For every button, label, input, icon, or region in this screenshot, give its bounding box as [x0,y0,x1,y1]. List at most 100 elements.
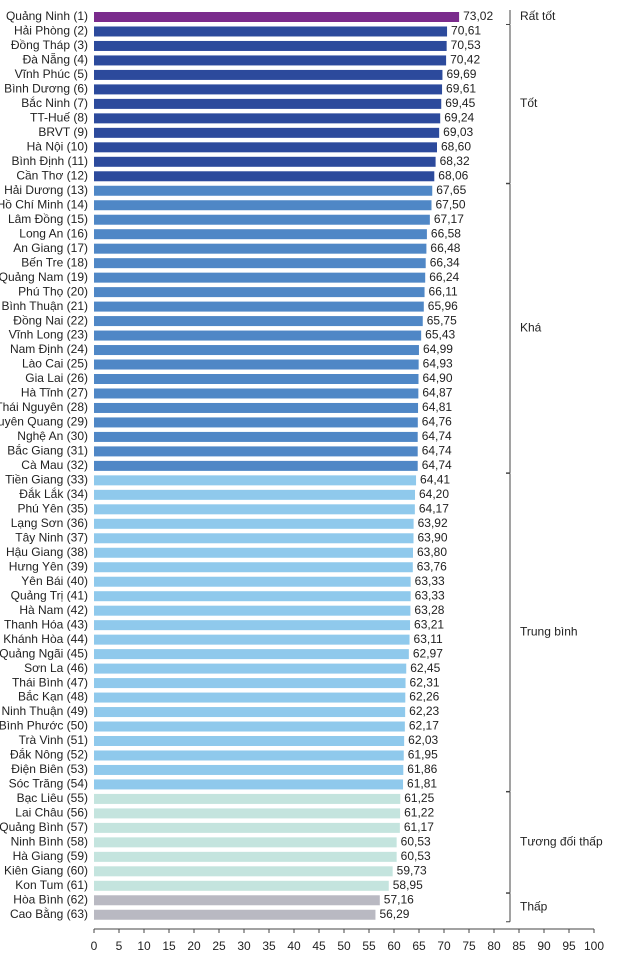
bar [94,851,397,862]
bar [94,243,427,254]
category-label: Điện Biên (53) [11,762,88,776]
category-label: Quảng Trị (41) [11,588,88,602]
bar [94,330,422,341]
bar [94,272,426,283]
bar [94,26,448,37]
group-label: Khá [520,320,542,334]
bar [94,55,447,66]
x-tick-label: 65 [412,939,426,953]
category-label: Ninh Bình (58) [11,835,88,849]
group-label: Rất tốt [520,9,556,23]
value-label: 62,26 [409,690,439,704]
category-label: Phú Yên (35) [18,501,89,515]
value-label: 64,90 [423,371,453,385]
bar [94,562,413,573]
x-tick-label: 25 [212,939,226,953]
bar [94,909,376,920]
bar [94,12,460,22]
bar [94,634,410,645]
bar [94,258,426,269]
bar [94,837,397,848]
value-label: 66,48 [430,241,460,255]
category-label: Quảng Ninh (1) [6,9,88,23]
bar [94,779,404,790]
bar [94,489,415,500]
value-label: 69,61 [446,82,476,96]
x-tick-label: 50 [337,939,351,953]
x-tick-label: 75 [462,939,476,953]
bar [94,359,419,370]
value-label: 69,69 [446,67,476,81]
value-label: 67,65 [436,183,466,197]
category-label: Phú Thọ (20) [18,284,88,298]
category-label: Tây Ninh (37) [15,530,88,544]
value-label: 61,22 [404,806,434,820]
x-tick-label: 55 [362,939,376,953]
group-label: Trung bình [520,625,578,639]
bar [94,793,401,804]
value-label: 61,95 [408,748,438,762]
bar [94,692,406,703]
bar [94,402,419,413]
category-label: Quảng Ngãi (45) [0,646,88,660]
bar [94,880,389,891]
value-label: 68,60 [441,139,471,153]
value-label: 63,90 [418,530,448,544]
bar [94,750,404,761]
value-label: 63,92 [418,516,448,530]
category-label: Hà Giang (59) [13,849,88,863]
category-label: An Giang (17) [13,241,88,255]
category-label: TT-Huế (8) [30,111,88,125]
bar [94,547,413,558]
bar [94,214,430,225]
value-label: 66,11 [429,284,458,298]
value-label: 63,76 [417,559,447,573]
value-label: 64,74 [422,458,452,472]
bar [94,649,409,660]
category-label: Sóc Trăng (54) [9,777,88,791]
value-label: 73,02 [463,9,493,23]
category-label: Kiên Giang (60) [4,863,88,877]
category-label: Bình Dương (6) [4,82,88,96]
category-label: Kon Tum (61) [15,878,88,892]
value-label: 61,81 [407,777,437,791]
category-label: Tiền Giang (33) [5,473,88,487]
bar [94,663,407,674]
category-label: BRVT (9) [38,125,88,139]
value-label: 57,16 [384,892,414,906]
category-label: Nghệ An (30) [17,429,88,443]
value-label: 60,53 [401,849,431,863]
value-label: 70,42 [450,53,480,67]
bar [94,316,423,327]
x-tick-label: 40 [287,939,301,953]
bar [94,113,441,124]
value-label: 64,20 [419,487,449,501]
x-tick-label: 35 [262,939,276,953]
category-label: Khánh Hòa (44) [3,632,88,646]
bar [94,69,443,80]
value-label: 63,28 [414,603,444,617]
category-label: Hậu Giang (38) [6,545,88,559]
bar [94,533,414,544]
value-label: 66,34 [430,255,460,269]
category-label: Lâm Đồng (15) [8,212,88,226]
value-label: 59,73 [397,863,427,877]
category-label: Bắc Ninh (7) [21,95,88,110]
bar [94,620,411,631]
bar [94,40,447,51]
bar [94,388,419,399]
category-label: Thanh Hóa (43) [4,617,88,631]
value-label: 68,32 [440,154,470,168]
value-label: 64,76 [422,415,452,429]
category-label: Thái Nguyên (28) [0,400,88,414]
value-label: 62,23 [409,704,439,718]
bar [94,895,380,906]
x-tick-label: 80 [487,939,501,953]
category-label: Bình Thuận (21) [1,299,88,313]
category-label: Yên Bái (40) [21,574,88,588]
bar [94,591,411,602]
category-label: Vĩnh Long (23) [9,328,88,342]
value-label: 61,86 [407,762,437,776]
value-label: 68,06 [438,168,468,182]
